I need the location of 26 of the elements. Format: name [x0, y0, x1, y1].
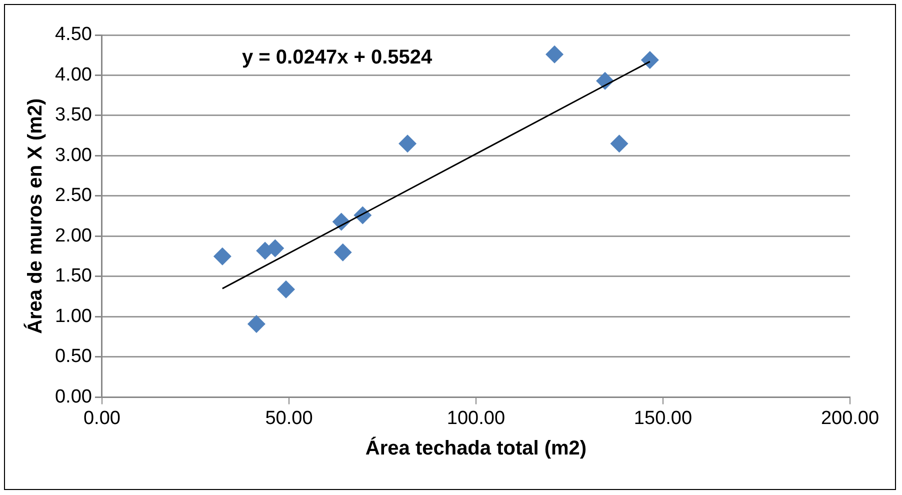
y-tick-label: 0.50: [54, 346, 92, 368]
x-tick-label: 50.00: [265, 408, 313, 429]
y-axis-title: Área de muros en X (m2): [24, 98, 47, 334]
x-axis-title: Área techada total (m2): [365, 436, 587, 460]
x-tick-label: 0.00: [83, 408, 120, 429]
y-tick-label: 0.00: [54, 386, 92, 408]
y-tick-label: 4.50: [54, 24, 92, 46]
point: [213, 247, 232, 266]
point: [546, 45, 564, 64]
y-tick-label: 1.00: [54, 306, 92, 327]
point: [640, 50, 659, 69]
point: [276, 280, 295, 298]
point: [247, 314, 266, 333]
x-tick-label: 100.00: [446, 408, 506, 429]
x-tick-label: 200.00: [820, 408, 880, 429]
point: [334, 243, 352, 262]
y-tick-label: 2.00: [54, 225, 92, 246]
y-tick-label: 3.50: [54, 104, 92, 126]
point: [610, 134, 628, 153]
point: [398, 134, 417, 153]
y-tick-label: 3.00: [54, 144, 92, 166]
x-tick-label: 150.00: [634, 408, 692, 429]
y-tick-label: 2.50: [54, 185, 92, 206]
y-tick-label: 1.50: [54, 266, 92, 287]
y-tick-label: 4.00: [54, 64, 92, 86]
annotation: y = 0.0247x + 0.5524: [242, 46, 434, 69]
